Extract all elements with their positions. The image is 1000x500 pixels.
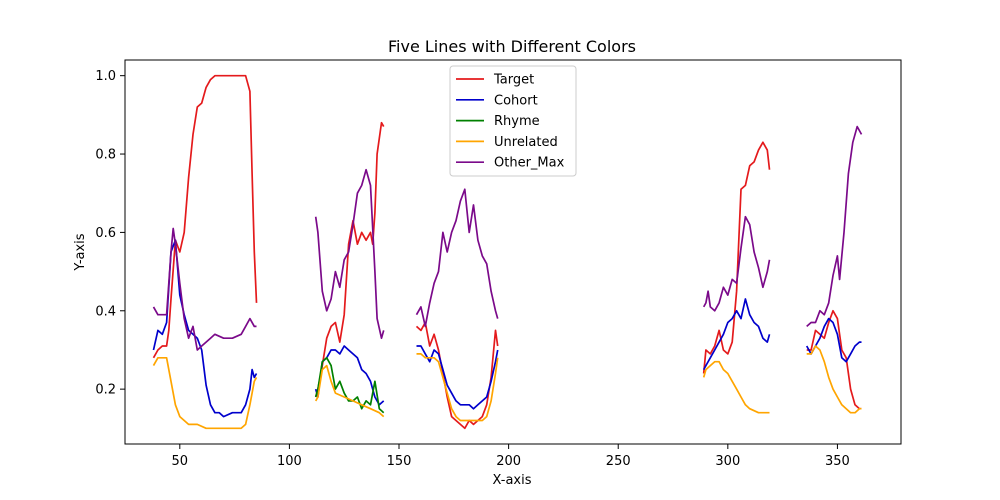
x-axis-ticks: 50 100 150 200 250 300 350: [172, 444, 850, 469]
series-line-target: [415, 321, 499, 430]
legend-box: [449, 65, 577, 177]
series-lines: [152, 74, 863, 430]
series-line-target: [152, 74, 258, 359]
x-tick-label: 350: [825, 454, 850, 469]
y-tick-label: 1.0: [95, 69, 116, 84]
x-tick-label: 300: [715, 454, 740, 469]
series-line-cohort: [805, 317, 862, 363]
x-tick-label: 150: [387, 454, 412, 469]
series-line-target: [806, 309, 862, 410]
series-line-unrelated: [806, 345, 862, 414]
x-tick-label: 200: [496, 454, 521, 469]
series-line-cohort: [416, 345, 499, 410]
y-axis-label: Y-axis: [73, 233, 88, 271]
legend-label-target: Target: [493, 73, 534, 88]
series-line-other-max: [702, 215, 771, 312]
x-tick-label: 100: [277, 454, 302, 469]
x-axis-label: X-axis: [493, 473, 532, 488]
series-line-other-max: [415, 188, 499, 328]
legend-label-unrelated: Unrelated: [494, 135, 558, 150]
y-axis-ticks: 0.2 0.4 0.6 0.8 1.0: [95, 69, 125, 398]
legend: Target Cohort Rhyme Unrelated Other_Max: [449, 65, 577, 177]
series-line-other-max: [314, 168, 385, 340]
legend-label-other-max: Other_Max: [494, 156, 565, 171]
y-tick-label: 0.8: [95, 148, 116, 163]
series-line-other-max: [152, 227, 257, 351]
series-line-other-max: [806, 125, 863, 328]
chart-title: Five Lines with Different Colors: [388, 37, 636, 56]
x-tick-label: 250: [606, 454, 631, 469]
x-tick-label: 50: [172, 454, 189, 469]
series-line-unrelated: [416, 353, 499, 422]
series-line-unrelated: [152, 356, 258, 430]
series-line-unrelated: [702, 360, 770, 414]
series-line-rhyme: [314, 356, 385, 414]
y-tick-label: 0.6: [95, 226, 116, 241]
series-line-target: [702, 141, 771, 374]
y-tick-label: 0.4: [95, 304, 116, 319]
y-tick-label: 0.2: [95, 383, 116, 398]
series-line-cohort: [702, 298, 771, 371]
legend-label-cohort: Cohort: [494, 93, 538, 108]
legend-label-rhyme: Rhyme: [494, 114, 540, 129]
series-line-unrelated: [314, 364, 385, 418]
